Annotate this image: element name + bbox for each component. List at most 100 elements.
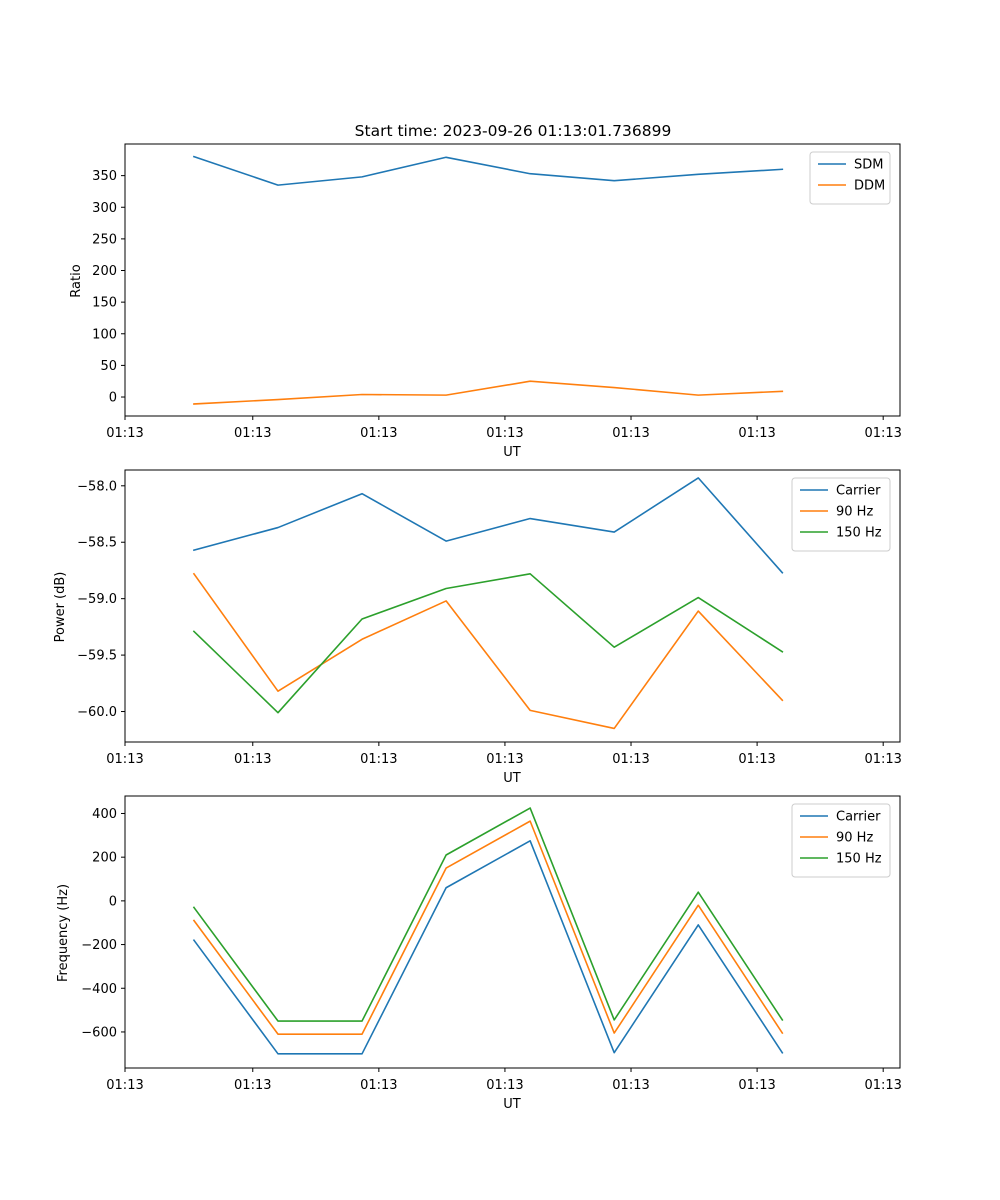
legend-label: 150 Hz xyxy=(836,526,882,541)
data-point xyxy=(781,1052,783,1054)
x-tick-label: 01:13 xyxy=(106,1078,143,1093)
y-tick-label: 300 xyxy=(92,201,117,216)
data-point xyxy=(361,618,363,620)
data-point xyxy=(445,587,447,589)
series-line-carrier xyxy=(192,839,784,1055)
data-point xyxy=(613,727,615,729)
data-point xyxy=(613,531,615,533)
x-axis-label: UT xyxy=(503,445,521,460)
data-point xyxy=(613,646,615,648)
ratio-panel: Start time: 2023-09-26 01:13:01.736899 U… xyxy=(69,122,902,460)
data-point xyxy=(277,1020,279,1022)
data-point xyxy=(193,403,195,405)
axes-frame xyxy=(124,795,901,1069)
data-point xyxy=(445,600,447,602)
legend-label: SDM xyxy=(854,158,883,173)
data-point xyxy=(193,573,195,575)
x-tick-label: 01:13 xyxy=(234,752,271,767)
y-tick-label: −60.0 xyxy=(77,705,117,720)
x-tick-label: 01:13 xyxy=(486,1078,523,1093)
data-point xyxy=(781,651,783,653)
legend xyxy=(809,151,891,205)
y-tick-label: −200 xyxy=(81,938,117,953)
legend-label: Carrier xyxy=(836,484,881,499)
data-point xyxy=(781,1019,783,1021)
x-tick-label: 01:13 xyxy=(106,752,143,767)
x-tick-label: 01:13 xyxy=(738,1078,775,1093)
legend-label: DDM xyxy=(854,179,885,194)
y-tick-label: 350 xyxy=(92,169,117,184)
series-line-carrier xyxy=(192,477,784,574)
series-line-sdm xyxy=(192,155,784,186)
data-point xyxy=(613,1032,615,1034)
x-tick-label: 01:13 xyxy=(738,752,775,767)
data-point xyxy=(529,173,531,175)
y-tick-label: 200 xyxy=(92,851,117,866)
legend-label: 150 Hz xyxy=(836,852,882,867)
x-tick-label: 01:13 xyxy=(360,1078,397,1093)
y-tick-label: 200 xyxy=(92,264,117,279)
data-point xyxy=(277,711,279,713)
data-point xyxy=(613,1052,615,1054)
data-point xyxy=(361,638,363,640)
x-tick-label: 01:13 xyxy=(234,426,271,441)
data-point xyxy=(697,891,699,893)
data-point xyxy=(277,184,279,186)
data-point xyxy=(193,919,195,921)
data-point xyxy=(781,699,783,701)
data-point xyxy=(529,709,531,711)
data-point xyxy=(697,173,699,175)
series-line-90-hz xyxy=(192,572,784,730)
x-tick-label: 01:13 xyxy=(864,752,901,767)
y-tick-label: 100 xyxy=(92,327,117,342)
x-axis-label: UT xyxy=(503,771,521,786)
data-point xyxy=(529,807,531,809)
data-point xyxy=(277,1053,279,1055)
y-tick-label: −58.0 xyxy=(77,479,117,494)
data-point xyxy=(781,168,783,170)
y-axis-label: Ratio xyxy=(69,264,84,297)
y-tick-label: 250 xyxy=(92,232,117,247)
series-line-90-hz xyxy=(192,820,784,1035)
data-point xyxy=(613,179,615,181)
data-point xyxy=(781,1032,783,1034)
x-tick-label: 01:13 xyxy=(612,426,649,441)
y-tick-label: 50 xyxy=(100,359,117,374)
x-tick-label: 01:13 xyxy=(106,426,143,441)
data-point xyxy=(697,904,699,906)
y-tick-label: −58.5 xyxy=(77,536,117,551)
y-tick-label: 0 xyxy=(109,894,117,909)
legend-label: Carrier xyxy=(836,810,881,825)
legend-label: 90 Hz xyxy=(836,505,873,520)
data-point xyxy=(193,630,195,632)
axes-frame xyxy=(124,143,901,417)
data-point xyxy=(781,390,783,392)
data-point xyxy=(445,867,447,869)
data-point xyxy=(277,690,279,692)
chart-title: Start time: 2023-09-26 01:13:01.736899 xyxy=(355,122,672,140)
data-point xyxy=(445,887,447,889)
data-point xyxy=(361,493,363,495)
x-tick-label: 01:13 xyxy=(486,426,523,441)
y-tick-label: 400 xyxy=(92,807,117,822)
power-panel: UT Power (dB) 01:13 01:13 01:13 01:13 01:13 0… xyxy=(53,469,902,786)
series-line-ddm xyxy=(193,380,784,405)
data-point xyxy=(277,1033,279,1035)
data-point xyxy=(445,540,447,542)
data-point xyxy=(193,549,195,551)
y-axis-label: Power (dB) xyxy=(53,572,68,643)
data-point xyxy=(445,156,447,158)
data-point xyxy=(193,939,195,941)
x-tick-label: 01:13 xyxy=(360,426,397,441)
x-tick-label: 01:13 xyxy=(738,426,775,441)
x-tick-label: 01:13 xyxy=(612,1078,649,1093)
y-axis-label: Frequency (Hz) xyxy=(56,884,71,982)
frequency-panel: UT Frequency (Hz) 01:13 01:13 01:13 01:13 01… xyxy=(56,795,902,1112)
x-tick-label: 01:13 xyxy=(360,752,397,767)
series-line-150-hz xyxy=(192,573,784,714)
data-point xyxy=(697,596,699,598)
x-axis-label: UT xyxy=(503,1097,521,1112)
data-point xyxy=(529,840,531,842)
x-tick-label: 01:13 xyxy=(864,1078,901,1093)
